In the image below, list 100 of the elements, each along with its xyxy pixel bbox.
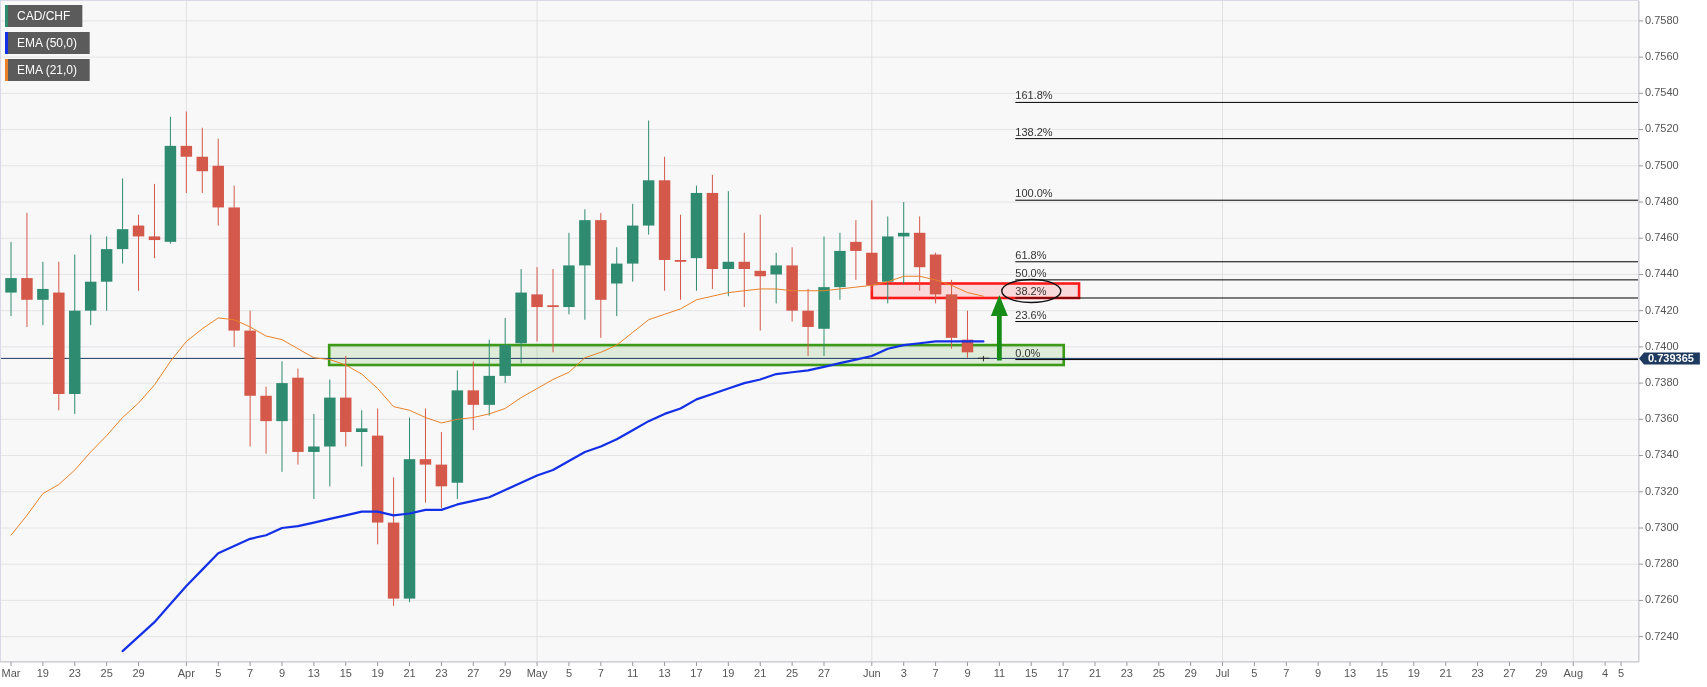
x-tick-label: 11: [993, 667, 1006, 679]
annotation: 0.0%: [1015, 346, 1041, 359]
x-tick-label: 29: [1184, 667, 1197, 679]
annotation: 38.2%: [1015, 285, 1047, 297]
candlestick: [21, 212, 33, 328]
candlestick: [722, 190, 735, 297]
y-tick-label: 0.7480: [1645, 194, 1679, 207]
x-tick-label: 25: [100, 667, 113, 679]
legend-label: EMA (21,0): [17, 62, 78, 77]
x-tick-label: 17: [1056, 667, 1070, 679]
candlestick: [802, 288, 814, 357]
x-tick-label: 15: [1025, 667, 1038, 679]
x-tick-label: 25: [1152, 667, 1165, 679]
x-tick-label: 9: [278, 667, 286, 679]
candlestick: [5, 241, 17, 317]
annotation: 23.6%: [1015, 308, 1047, 321]
x-tick-label: 3: [900, 667, 907, 679]
annotation: 50.0%: [1015, 266, 1047, 279]
x-tick-label: 15: [1375, 667, 1389, 679]
x-tick-label: 23: [1471, 667, 1484, 679]
y-tick-label: 0.7360: [1645, 412, 1679, 425]
x-tick-label: 29: [1535, 667, 1548, 679]
candlestick: [196, 127, 209, 194]
y-tick-label: 0.7500: [1645, 158, 1679, 171]
x-tick-label: 27: [817, 667, 831, 679]
annotation: 100.0%: [1015, 187, 1053, 200]
x-tick-label: 7: [597, 667, 604, 679]
legend-label: CAD/CHF: [17, 8, 71, 23]
y-tick-label: 0.7300: [1645, 520, 1679, 533]
x-tick-label: 23: [435, 667, 448, 679]
x-tick-label: 7: [247, 667, 254, 679]
x-tick-label: 13: [307, 667, 321, 679]
x-tick-label: 21: [403, 667, 416, 679]
candlestick: [850, 219, 862, 281]
x-tick-label: Mar: [1, 667, 21, 679]
x-tick-label: 23: [68, 667, 81, 679]
x-tick-label: 19: [1407, 667, 1420, 679]
x-tick-label: 5: [565, 667, 572, 679]
x-tick-label: 23: [1120, 667, 1134, 679]
x-tick-label: 21: [1088, 667, 1102, 679]
y-tick-label: 0.7260: [1645, 593, 1679, 606]
x-tick-label: 29: [132, 667, 145, 679]
x-tick-label: 15: [339, 667, 352, 679]
candlestick: [148, 183, 161, 259]
x-tick-label: Jun: [862, 667, 881, 679]
candlestick: [738, 232, 751, 308]
x-tick-label: 7: [1283, 667, 1290, 679]
x-tick-label: 4: [1602, 667, 1609, 679]
y-tick-label: 0.7240: [1645, 629, 1679, 642]
legend-label: EMA (50,0): [17, 35, 78, 50]
x-tick-label: 5: [215, 667, 222, 679]
annotation: 138.2%: [1015, 125, 1053, 138]
candlestick: [770, 252, 782, 304]
x-tick-label: 5: [1251, 667, 1258, 679]
annotation: 161.8%: [1015, 89, 1053, 102]
candlestick: [531, 266, 543, 342]
candlestick: [355, 409, 368, 467]
x-tick-label: 19: [36, 667, 50, 679]
x-tick-label: 5: [1618, 667, 1625, 679]
candlestick: [547, 268, 559, 353]
candlestick: [308, 413, 320, 500]
candlestick: [611, 246, 623, 317]
y-tick-label: 0.7460: [1645, 231, 1679, 244]
candlestick: [467, 360, 480, 431]
y-tick-label: 0.7280: [1645, 557, 1679, 570]
candlestick: [435, 431, 448, 509]
candlestick: [180, 110, 193, 194]
x-tick-label: Aug: [1563, 667, 1584, 679]
x-tick-label: May: [526, 667, 548, 679]
candlestick: [116, 177, 129, 265]
y-tick-label: 0.7380: [1645, 376, 1679, 389]
annotation: 61.8%: [1015, 248, 1047, 261]
candlestick: [37, 261, 49, 326]
y-tick-label: 0.7320: [1645, 484, 1679, 497]
x-tick-label: 19: [371, 667, 384, 679]
x-tick-label: 13: [658, 667, 671, 679]
x-tick-label: 27: [1503, 667, 1516, 679]
y-tick-label: 0.7340: [1645, 448, 1679, 461]
y-tick-label: 0.7400: [1645, 339, 1679, 352]
x-tick-label: 11: [626, 667, 639, 679]
x-tick-label: 21: [1439, 667, 1452, 679]
candlestick: [674, 214, 687, 301]
y-tick-label: 0.7420: [1645, 303, 1679, 316]
x-tick-label: 13: [1343, 667, 1357, 679]
line-series: [121, 340, 985, 653]
y-tick-label: 0.7440: [1645, 267, 1679, 280]
x-tick-label: 21: [754, 667, 767, 679]
x-tick-label: 9: [1315, 667, 1322, 679]
candlestick: [419, 407, 432, 504]
x-tick-label: 9: [964, 667, 971, 679]
y-tick-label: 0.7520: [1645, 122, 1679, 135]
x-tick-label: 25: [785, 667, 799, 679]
x-tick-label: 29: [499, 667, 512, 679]
x-tick-label: 19: [722, 667, 735, 679]
line-series: [10, 275, 984, 536]
y-tick-label: 0.7540: [1645, 86, 1679, 99]
x-tick-label: 27: [467, 667, 480, 679]
y-tick-label: 0.7560: [1645, 50, 1679, 63]
y-tick-label: 0.7580: [1645, 13, 1679, 26]
x-tick-label: Jul: [1215, 667, 1230, 679]
